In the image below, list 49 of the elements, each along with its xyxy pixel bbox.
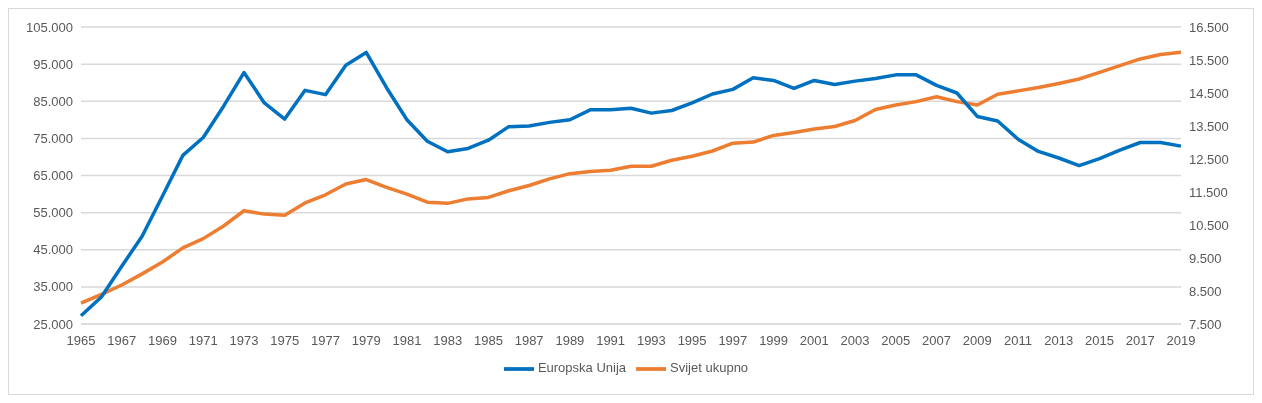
- x-tick-label: 2009: [962, 333, 992, 349]
- x-tick-label: 2001: [799, 333, 829, 349]
- x-tick-label: 1987: [514, 333, 544, 349]
- y2-tick-label: 14.500: [1189, 85, 1229, 101]
- y2-tick-label: 10.500: [1189, 217, 1229, 233]
- y-tick-label: 75.000: [33, 130, 73, 146]
- y2-tick-label: 11.500: [1189, 184, 1228, 200]
- x-tick-label: 1979: [351, 333, 381, 349]
- x-tick-label: 2007: [922, 333, 952, 349]
- x-tick-label: 2005: [881, 333, 911, 349]
- y-tick-label: 105.000: [26, 19, 73, 35]
- y-tick-label: 25.000: [33, 316, 73, 332]
- legend-label: Europska Unija: [537, 360, 627, 376]
- x-tick-label: 1993: [636, 333, 666, 349]
- y2-tick-label: 15.500: [1189, 52, 1229, 68]
- x-tick-label: 1983: [433, 333, 463, 349]
- legend-label: Svijet ukupno: [670, 360, 749, 376]
- x-tick-label: 1967: [107, 333, 137, 349]
- x-tick-label: 1969: [148, 333, 177, 349]
- y2-tick-label: 12.500: [1189, 151, 1229, 167]
- x-tick-label: 1971: [188, 333, 218, 349]
- y2-tick-label: 9.500: [1189, 250, 1222, 266]
- y-tick-label: 85.000: [33, 93, 73, 109]
- x-tick-label: 1991: [596, 333, 626, 349]
- x-tick-label: 2015: [1085, 333, 1114, 349]
- x-tick-label: 1997: [718, 333, 748, 349]
- x-tick-label: 2017: [1125, 333, 1155, 349]
- y2-tick-label: 7.500: [1189, 316, 1222, 332]
- y-tick-label: 95.000: [33, 56, 73, 72]
- x-tick-label: 1981: [392, 333, 422, 349]
- x-tick-label: 1985: [473, 333, 503, 349]
- y2-tick-label: 13.500: [1189, 118, 1229, 134]
- y-tick-label: 65.000: [33, 168, 73, 184]
- y-tick-label: 45.000: [33, 242, 73, 258]
- y2-tick-label: 8.500: [1189, 283, 1222, 299]
- y-tick-label: 35.000: [33, 279, 73, 295]
- x-tick-label: 1973: [229, 333, 259, 349]
- x-tick-label: 2013: [1044, 333, 1074, 349]
- x-tick-label: 1975: [270, 333, 300, 349]
- y2-tick-label: 16.500: [1189, 19, 1229, 35]
- x-tick-label: 1965: [66, 333, 96, 349]
- x-tick-label: 1995: [677, 333, 707, 349]
- x-tick-label: 2019: [1166, 333, 1196, 349]
- y-tick-label: 55.000: [33, 205, 73, 221]
- x-tick-label: 1999: [759, 333, 789, 349]
- x-tick-label: 2011: [1004, 333, 1033, 349]
- x-tick-label: 1977: [310, 333, 340, 349]
- x-tick-label: 2003: [840, 333, 870, 349]
- x-tick-label: 1989: [555, 333, 585, 349]
